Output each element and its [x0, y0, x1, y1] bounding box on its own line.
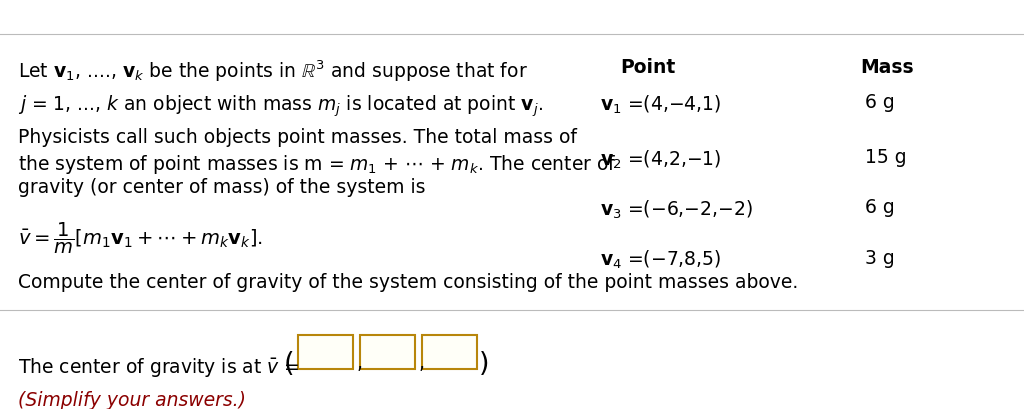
Text: Mass: Mass [860, 58, 913, 77]
Text: $j$ = 1, ..., $k$ an object with mass $m_j$ is located at point $\mathbf{v}_j$.: $j$ = 1, ..., $k$ an object with mass $m… [18, 93, 543, 119]
Text: ,: , [418, 353, 424, 372]
Text: Let $\mathbf{v}_1$, ...., $\mathbf{v}_k$ be the points in $\mathbb{R}^3$ and sup: Let $\mathbf{v}_1$, ...., $\mathbf{v}_k$… [18, 58, 527, 83]
Text: ,: , [356, 353, 362, 372]
Text: gravity (or center of mass) of the system is: gravity (or center of mass) of the syste… [18, 178, 426, 197]
Text: $\bar{v} = \dfrac{1}{m}\left[m_1\mathbf{v}_1 + \cdots + m_k\mathbf{v}_k\right].$: $\bar{v} = \dfrac{1}{m}\left[m_1\mathbf{… [18, 220, 263, 255]
Text: $\mathbf{v}_3$ =(−6,−2,−2): $\mathbf{v}_3$ =(−6,−2,−2) [600, 198, 753, 220]
Text: The center of gravity is at $\bar{v}$ =: The center of gravity is at $\bar{v}$ = [18, 355, 301, 378]
Text: $\mathbf{v}_1$ =(4,−4,1): $\mathbf{v}_1$ =(4,−4,1) [600, 93, 721, 115]
FancyBboxPatch shape [422, 335, 477, 369]
Text: Physicists call such objects point masses. The total mass of: Physicists call such objects point masse… [18, 128, 577, 147]
Text: (: ( [284, 350, 295, 376]
FancyBboxPatch shape [360, 335, 415, 369]
Text: Point: Point [620, 58, 675, 77]
Text: (Simplify your answers.): (Simplify your answers.) [18, 390, 246, 409]
Text: 6 g: 6 g [865, 93, 895, 112]
Text: the system of point masses is m = $m_1$ + $\cdots$ + $m_k$. The center of: the system of point masses is m = $m_1$ … [18, 153, 616, 176]
Text: $\mathbf{v}_2$ =(4,2,−1): $\mathbf{v}_2$ =(4,2,−1) [600, 148, 721, 170]
Text: Compute the center of gravity of the system consisting of the point masses above: Compute the center of gravity of the sys… [18, 272, 799, 291]
Text: 3 g: 3 g [865, 248, 895, 267]
FancyBboxPatch shape [298, 335, 353, 369]
Text: ): ) [479, 350, 489, 376]
Text: $\mathbf{v}_4$ =(−7,8,5): $\mathbf{v}_4$ =(−7,8,5) [600, 248, 721, 270]
Text: 6 g: 6 g [865, 198, 895, 217]
Text: 15 g: 15 g [865, 148, 906, 167]
